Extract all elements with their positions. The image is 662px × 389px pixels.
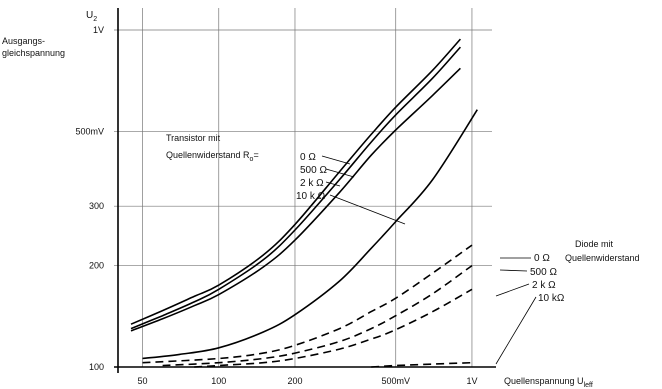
y-tick-label: 300 (89, 201, 104, 211)
diode-label-500-ohm: 500 Ω (530, 267, 557, 278)
leader-diode-2k (495, 283, 530, 297)
transistor-title-line-2: Quellenwiderstand Ro= (166, 150, 259, 163)
x-tick-label: 500mV (381, 376, 410, 386)
y-tick-label: 1V (93, 25, 104, 35)
leader-transistor-2k (325, 181, 341, 187)
y-tick-label: 500mV (75, 126, 104, 136)
series-line-transistor-0 (130, 38, 461, 325)
transistor-label-10k-ohm: 10 k Ω (296, 191, 326, 202)
y-tick-label: 200 (89, 261, 104, 271)
x-tick-label: 100 (211, 376, 226, 386)
diode-title-line-2: Quellenwiderstand (565, 253, 640, 263)
x-tick-label: 1V (466, 376, 477, 386)
series-line-transistor-3 (142, 109, 478, 360)
y-axis-symbol-main: U (86, 10, 93, 21)
transistor-title-line-2-main: Quellenwiderstand R (166, 150, 250, 160)
x-tick-label: 50 (138, 376, 148, 386)
diode-label-10k-ohm: 10 kΩ (538, 293, 565, 304)
transistor-label-0-ohm: 0 Ω (300, 152, 316, 163)
leader-transistor-500 (325, 168, 355, 178)
x-tick-label: 200 (287, 376, 302, 386)
leader-diode-500 (499, 269, 528, 272)
diode-label-2k-ohm: 2 k Ω (532, 280, 556, 291)
leader-transistor-0 (321, 155, 351, 165)
transistor-title-eq: = (253, 150, 258, 160)
transistor-title-sub: o (250, 156, 254, 163)
y-tick-label: 100 (89, 362, 104, 372)
series-line-diode-6 (194, 288, 473, 368)
y-axis-title-line-2: gleichspannung (2, 48, 65, 58)
leader-lines (321, 155, 537, 365)
series-group (130, 38, 478, 368)
y-axis-title-line-1: Ausgangs- (2, 36, 45, 46)
series-line-transistor-1 (130, 46, 461, 330)
y-axis-symbol: U2 (86, 10, 97, 23)
transistor-label-500-ohm: 500 Ω (300, 165, 327, 176)
series-line-transistor-2 (130, 67, 461, 332)
y-axis-symbol-sub: 2 (93, 16, 97, 23)
transistor-title-line-1: Transistor mit (166, 133, 221, 143)
x-axis-title: Quellenspannung Uleff (504, 376, 593, 389)
diode-label-0-ohm: 0 Ω (534, 253, 550, 264)
diode-title-line-1: Diode mit (575, 239, 614, 249)
series-line-diode-5 (162, 264, 473, 367)
series-line-diode-4 (142, 244, 473, 364)
leader-transistor-10k (329, 194, 406, 225)
series-line-diode-7 (371, 361, 473, 368)
transistor-label-2k-ohm: 2 k Ω (300, 178, 324, 189)
axes: 50 100 200 500mV 1V 100 200 300 500mV 1V (75, 8, 496, 386)
leader-diode-10k (495, 296, 537, 365)
x-axis-title-main: Quellenspannung U (504, 376, 584, 386)
x-axis-title-sub: leff (584, 382, 593, 389)
